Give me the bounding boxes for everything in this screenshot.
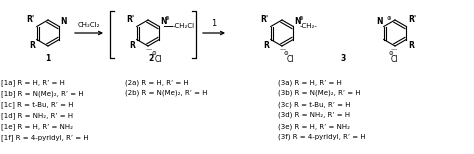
Text: [1d] R = NH₂, R’ = H: [1d] R = NH₂, R’ = H [1, 112, 73, 119]
Text: [1a] R = H, R’ = H: [1a] R = H, R’ = H [1, 79, 65, 86]
Text: (3d) R = NH₂, R’ = H: (3d) R = NH₂, R’ = H [278, 112, 350, 118]
Text: ⊖: ⊖ [152, 51, 156, 56]
Text: 3: 3 [341, 54, 346, 63]
Text: N: N [60, 16, 67, 26]
Text: N: N [160, 16, 167, 26]
Text: ⊕: ⊕ [298, 16, 303, 22]
Text: Cl: Cl [154, 55, 162, 64]
Text: [1c] R = t-Bu, R’ = H: [1c] R = t-Bu, R’ = H [1, 101, 73, 108]
Text: ⊕: ⊕ [387, 16, 392, 22]
Text: ⊕: ⊕ [164, 16, 169, 22]
Text: (2b) R = N(Me)₂, R’ = H: (2b) R = N(Me)₂, R’ = H [125, 90, 208, 97]
Text: —: — [146, 47, 152, 52]
Text: ⊖: ⊖ [283, 51, 288, 56]
Text: [1f] R = 4-pyridyl, R’ = H: [1f] R = 4-pyridyl, R’ = H [1, 134, 89, 141]
Text: Cl: Cl [286, 55, 294, 64]
Text: (3a) R = H, R’ = H: (3a) R = H, R’ = H [278, 79, 342, 85]
Text: R': R' [27, 16, 35, 24]
Text: (3f) R = 4-pyridyl, R’ = H: (3f) R = 4-pyridyl, R’ = H [278, 134, 365, 140]
Text: —: — [391, 47, 397, 52]
Text: R': R' [127, 16, 135, 24]
Text: R': R' [261, 16, 269, 24]
Text: N: N [376, 16, 383, 26]
Text: —: — [280, 47, 286, 52]
Text: R: R [29, 41, 35, 49]
Text: R': R' [408, 16, 417, 24]
Text: R: R [263, 41, 269, 49]
Text: CH₂Cl₂: CH₂Cl₂ [78, 22, 100, 28]
Text: ⊖: ⊖ [389, 51, 393, 56]
Text: R: R [408, 41, 414, 49]
Text: 1: 1 [46, 54, 51, 63]
Text: (3b) R = N(Me)₂, R’ = H: (3b) R = N(Me)₂, R’ = H [278, 90, 361, 97]
Text: [1b] R = N(Me)₂, R’ = H: [1b] R = N(Me)₂, R’ = H [1, 90, 83, 97]
Text: (2a) R = H, R’ = H: (2a) R = H, R’ = H [125, 79, 189, 85]
Text: [1e] R = H, R’ = NH₂: [1e] R = H, R’ = NH₂ [1, 123, 73, 130]
Text: (3c) R = t-Bu, R’ = H: (3c) R = t-Bu, R’ = H [278, 101, 350, 107]
Text: (3e) R = H, R’ = NH₂: (3e) R = H, R’ = NH₂ [278, 123, 350, 130]
Text: 1: 1 [211, 19, 217, 28]
Text: -CH₂-: -CH₂- [299, 24, 317, 30]
Text: Cl: Cl [390, 55, 398, 64]
Text: R: R [129, 41, 135, 49]
Text: -CH₂Cl: -CH₂Cl [172, 24, 194, 30]
Text: N: N [294, 16, 301, 26]
Text: 2: 2 [148, 54, 154, 63]
